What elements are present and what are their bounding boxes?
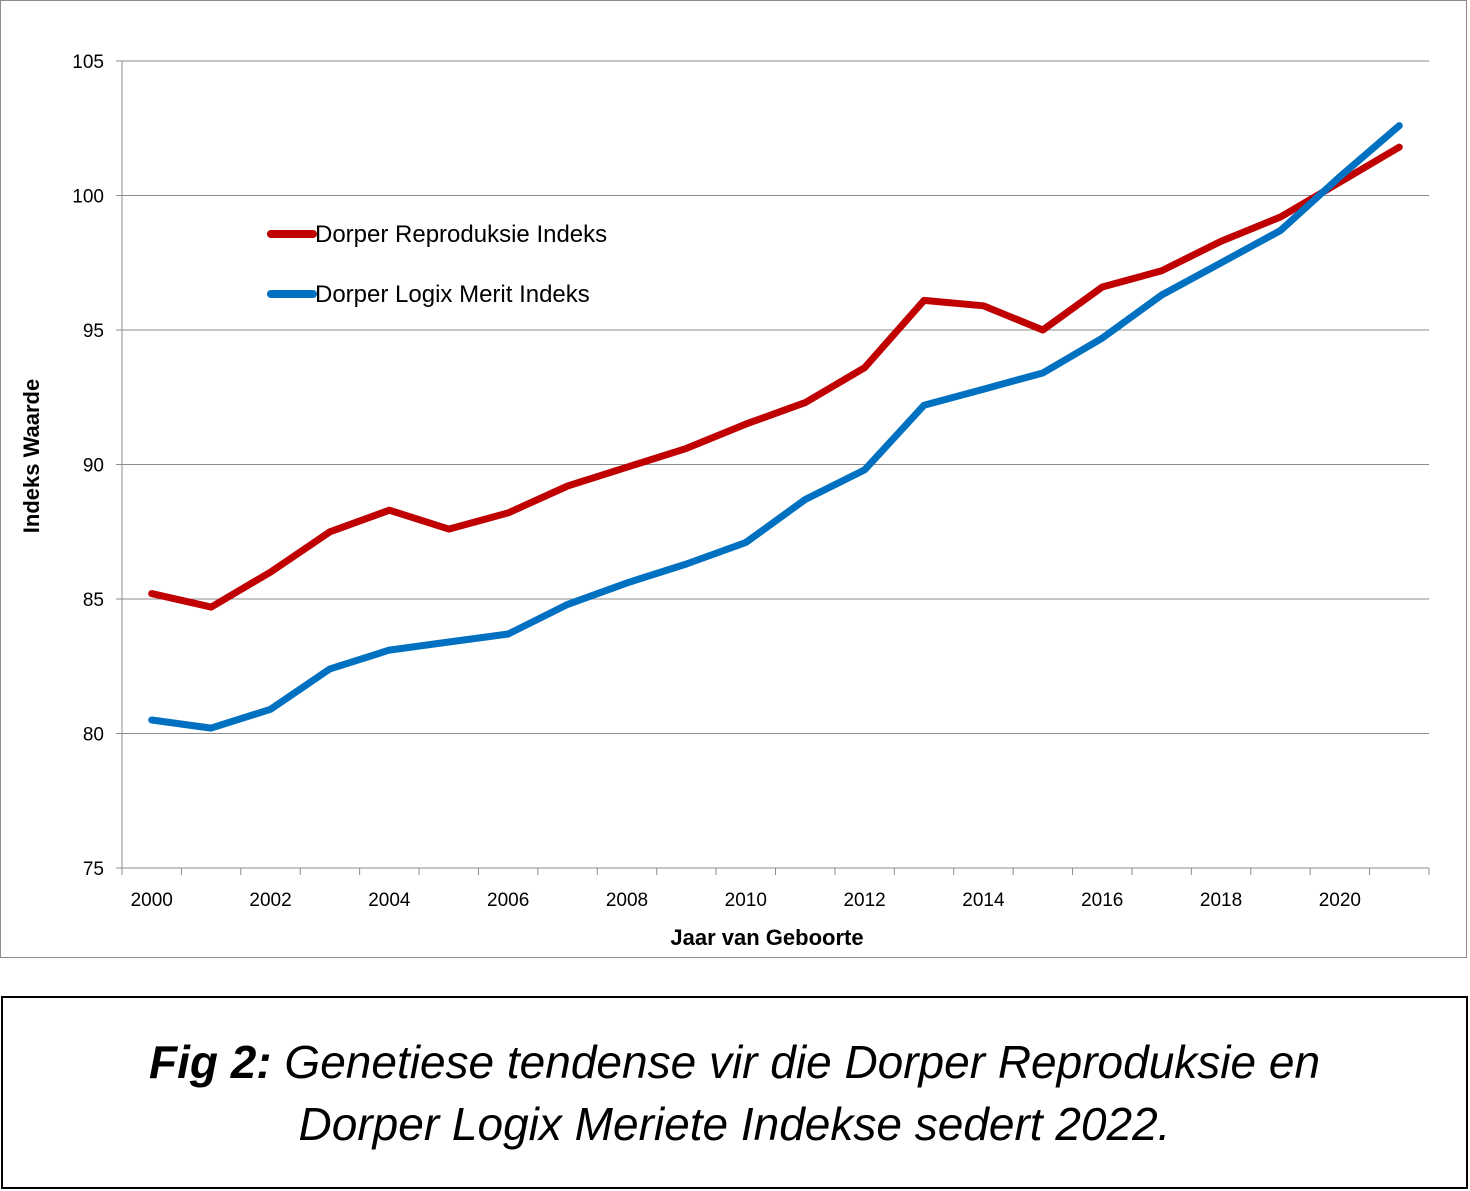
x-tick-label: 2012 [843,890,885,911]
series-lines [148,122,1403,732]
y-tick-label: 90 [83,456,104,477]
caption-line-1: Fig 2: Genetiese tendense vir die Dorper… [149,1031,1320,1093]
x-tick-label: 2000 [131,890,173,911]
x-tick-label: 2018 [1200,890,1242,911]
caption-figure-label: Fig 2: [148,1035,272,1088]
x-tick-label: 2008 [606,890,648,911]
y-axis-title: Indeks Waarde [19,379,44,533]
caption-text-2: Dorper Logix Meriete Indekse sedert 2022… [298,1097,1171,1150]
x-tick-label: 2002 [249,890,291,911]
x-tick-label: 2014 [962,890,1005,911]
y-tick-label: 95 [83,321,104,342]
y-tick-label: 85 [83,590,104,611]
chart-frame: 75 80 85 90 95 100 105 2000 2002 2004 2006 2008 2010… [0,0,1467,958]
legend-label-1: Dorper Reproduksie Indeks [315,221,607,248]
caption-text-1: Genetiese tendense vir die Dorper Reprod… [284,1035,1321,1088]
x-tick-label: 2006 [487,890,529,911]
legend: Dorper Reproduksie Indeks Dorper Logix Me… [267,221,607,308]
series-line-1 [148,143,1403,611]
y-tick-label: 105 [72,52,104,73]
y-tick-label: 80 [83,725,104,746]
legend-label-2: Dorper Logix Merit Indeks [315,281,590,308]
x-axis-title: Jaar van Geboorte [670,925,863,950]
caption-line-2: Dorper Logix Meriete Indekse sedert 2022… [299,1093,1171,1155]
y-tick-label: 100 [72,187,104,208]
gridlines [122,60,1429,734]
figure-caption: Fig 2: Genetiese tendense vir die Dorper… [1,996,1468,1189]
axes: 75 80 85 90 95 100 105 2000 2002 2004 2006 2008 2010… [72,52,1430,911]
x-tick-label: 2016 [1081,890,1123,911]
series-line-2 [148,122,1403,732]
x-tick-label: 2004 [368,890,411,911]
x-tick-label: 2020 [1319,890,1361,911]
line-chart: 75 80 85 90 95 100 105 2000 2002 2004 2006 2008 2010… [19,52,1430,950]
x-tick-label: 2010 [725,890,767,911]
y-tick-label: 75 [83,859,104,880]
